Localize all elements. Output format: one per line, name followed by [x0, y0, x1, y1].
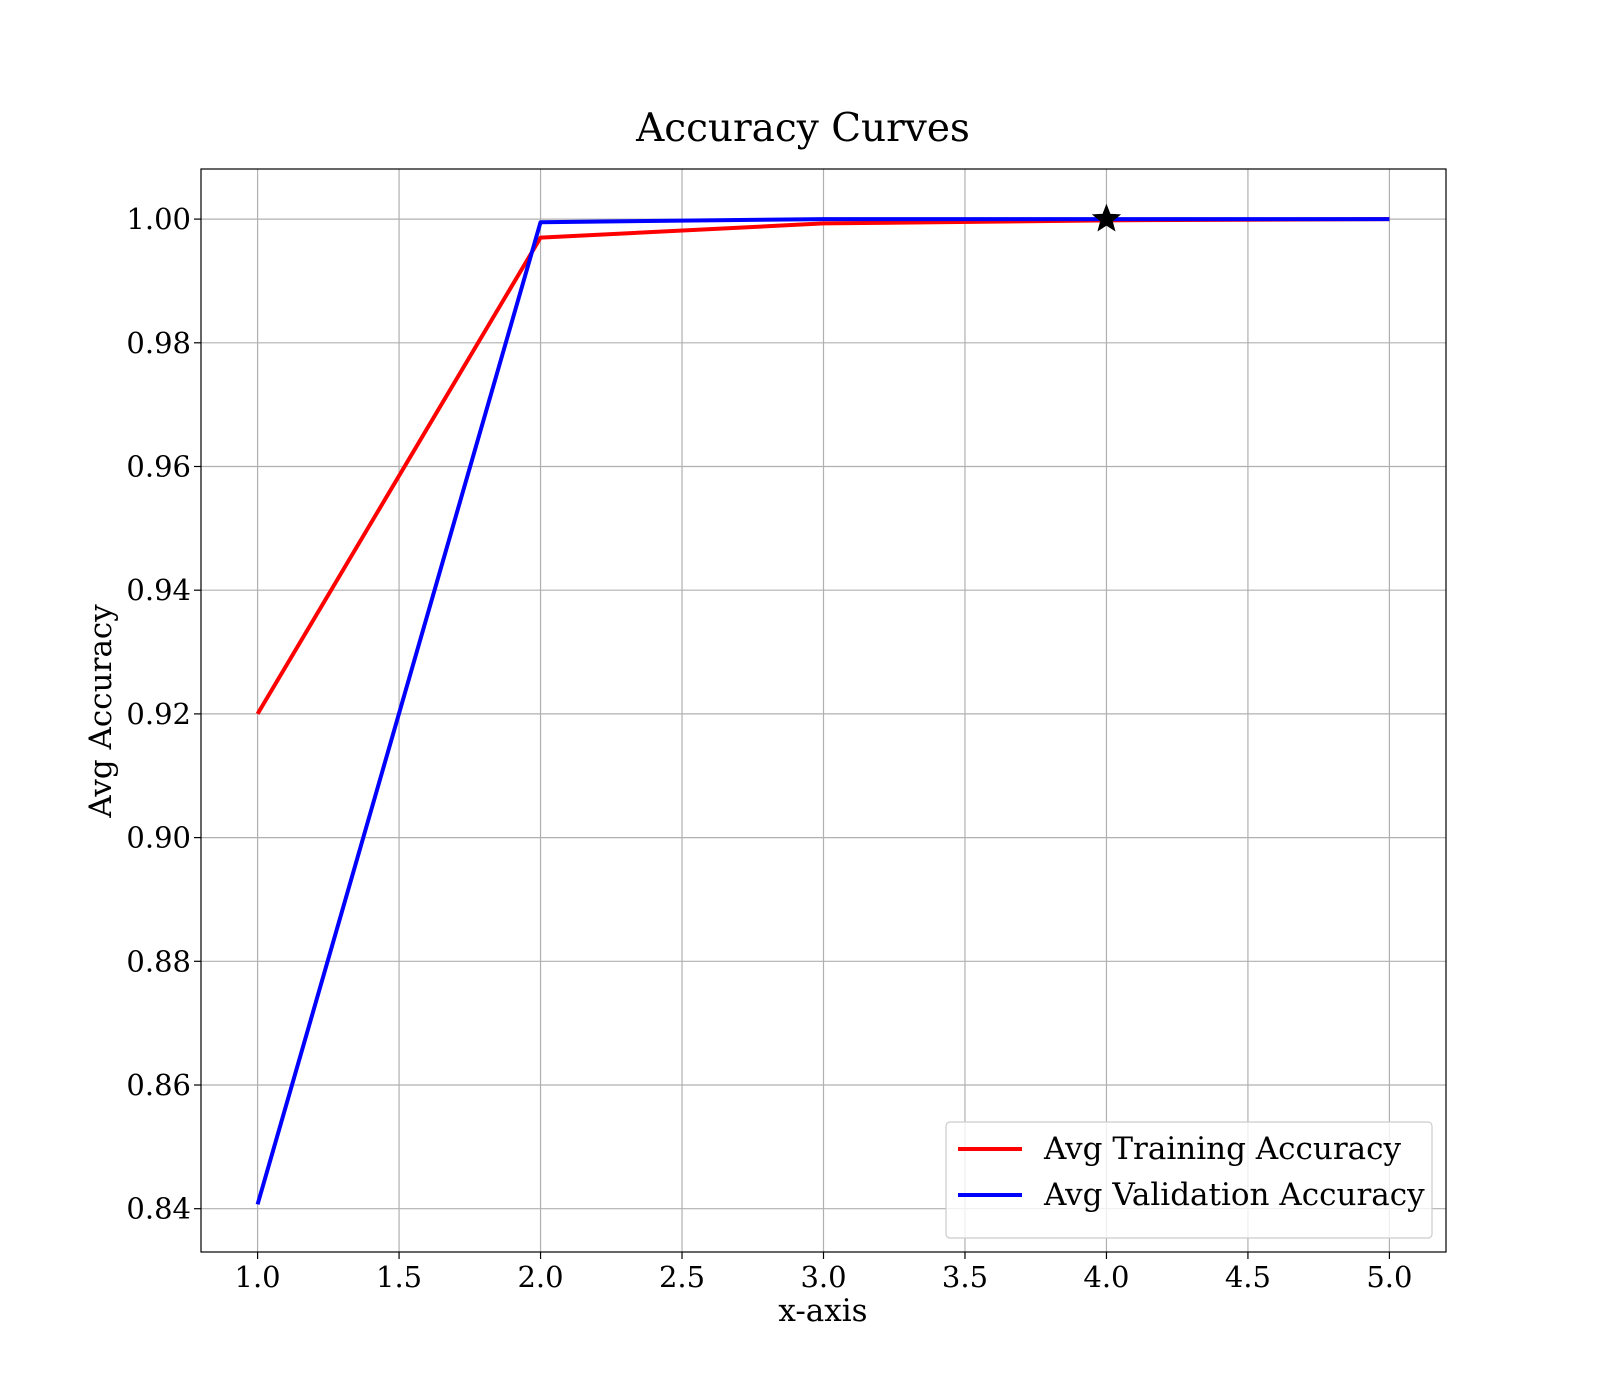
y-tick-label: 0.90	[126, 821, 191, 855]
y-tick-label: 0.84	[126, 1192, 191, 1226]
legend: Avg Training Accuracy Avg Validation Accu…	[945, 1121, 1433, 1239]
x-tick-label: 5.0	[1366, 1260, 1412, 1294]
x-tick-label: 4.5	[1225, 1260, 1271, 1294]
series-line-avg-validation-accuracy	[255, 217, 1390, 1205]
legend-box	[945, 1121, 1433, 1239]
y-axis-label: Avg Accuracy	[83, 604, 119, 819]
x-tick-label: 3.5	[942, 1260, 988, 1294]
y-tick-label: 0.92	[126, 697, 191, 731]
x-tick-label: 1.0	[235, 1260, 281, 1294]
x-tick-label: 2.0	[517, 1260, 563, 1294]
y-tick-label: 0.86	[126, 1068, 191, 1102]
marker-layer	[1091, 203, 1122, 232]
y-tick-label: 0.94	[126, 573, 191, 607]
legend-label: Avg Training Accuracy	[1043, 1131, 1402, 1167]
x-tick-label: 2.5	[659, 1260, 705, 1294]
y-tick-label: 1.00	[126, 202, 191, 236]
legend-label: Avg Validation Accuracy	[1043, 1177, 1425, 1213]
star-marker-icon	[1091, 203, 1122, 232]
x-tick-label: 4.0	[1083, 1260, 1129, 1294]
y-tick-label: 0.98	[126, 326, 191, 360]
series-layer	[255, 217, 1390, 1205]
y-tick-label: 0.96	[126, 450, 191, 484]
x-tick-label: 3.0	[800, 1260, 846, 1294]
y-tick-label: 0.88	[126, 944, 191, 978]
x-axis-label: x-axis	[778, 1293, 867, 1329]
x-tick-label: 1.5	[376, 1260, 422, 1294]
tick-layer: 1.0 1.5 2.0 2.5 3.0 3.5 4.0 4.5 5.0 0.84 0.86 0.88 0…	[126, 202, 1412, 1294]
chart-title: Accuracy Curves	[635, 106, 970, 151]
